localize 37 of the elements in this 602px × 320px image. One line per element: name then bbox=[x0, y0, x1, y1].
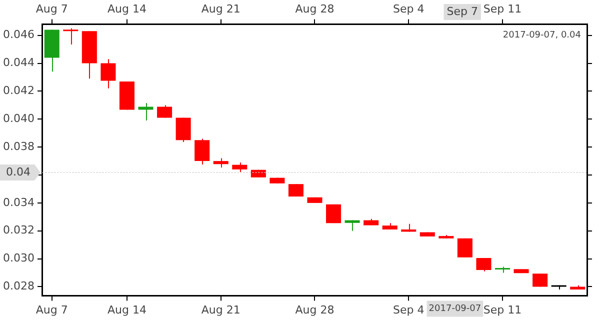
text: 2017-09-07 bbox=[428, 304, 482, 314]
x-tick-label: Aug 7 bbox=[36, 303, 68, 316]
candlestick bbox=[63, 28, 78, 45]
candlestick bbox=[194, 138, 210, 166]
annotation: 2017-09-07, 0.04 bbox=[502, 30, 582, 41]
x-tick-label: Sep 4 bbox=[393, 303, 424, 316]
candlestick bbox=[232, 162, 248, 172]
candlestick bbox=[476, 257, 492, 272]
x-tick-label: Aug 28 bbox=[295, 303, 334, 316]
y-tick-label: 0.030 bbox=[2, 252, 34, 265]
candlestick bbox=[213, 158, 228, 168]
y-tick-label: 0.040 bbox=[2, 112, 34, 126]
candlestick bbox=[532, 273, 548, 288]
category-label: Aug 28 bbox=[295, 2, 334, 16]
y-tick-label: 0.044 bbox=[2, 56, 34, 70]
x-tick-label: Aug 14 bbox=[107, 303, 146, 316]
x-tick-label: Sep 11 bbox=[483, 303, 522, 316]
y-tick-label: 0.034 bbox=[2, 196, 34, 209]
x-tick-label: Aug 21 bbox=[201, 303, 240, 316]
category-label: Sep 4 bbox=[393, 2, 424, 16]
y-tick-label: 0.046 bbox=[2, 28, 34, 42]
category-label: Sep 11 bbox=[483, 2, 522, 16]
category-label: Aug 7 bbox=[36, 2, 68, 16]
category-label: Aug 21 bbox=[201, 2, 240, 16]
candlestick bbox=[176, 117, 191, 143]
candlestick bbox=[157, 104, 172, 118]
category-label: Aug 14 bbox=[107, 2, 146, 16]
y-tick-label: 0.028 bbox=[2, 280, 34, 293]
y-tick-label: 0.042 bbox=[2, 84, 34, 98]
ref-line-label: 0.04 bbox=[6, 165, 30, 178]
candlestick bbox=[288, 184, 304, 198]
y-tick-label: 0.038 bbox=[2, 140, 34, 153]
y-tick-label: 0.032 bbox=[2, 224, 34, 237]
candlestick bbox=[457, 238, 472, 258]
candlestick bbox=[138, 102, 154, 122]
text: Sep 7 bbox=[446, 4, 478, 18]
candlestick bbox=[100, 58, 116, 89]
